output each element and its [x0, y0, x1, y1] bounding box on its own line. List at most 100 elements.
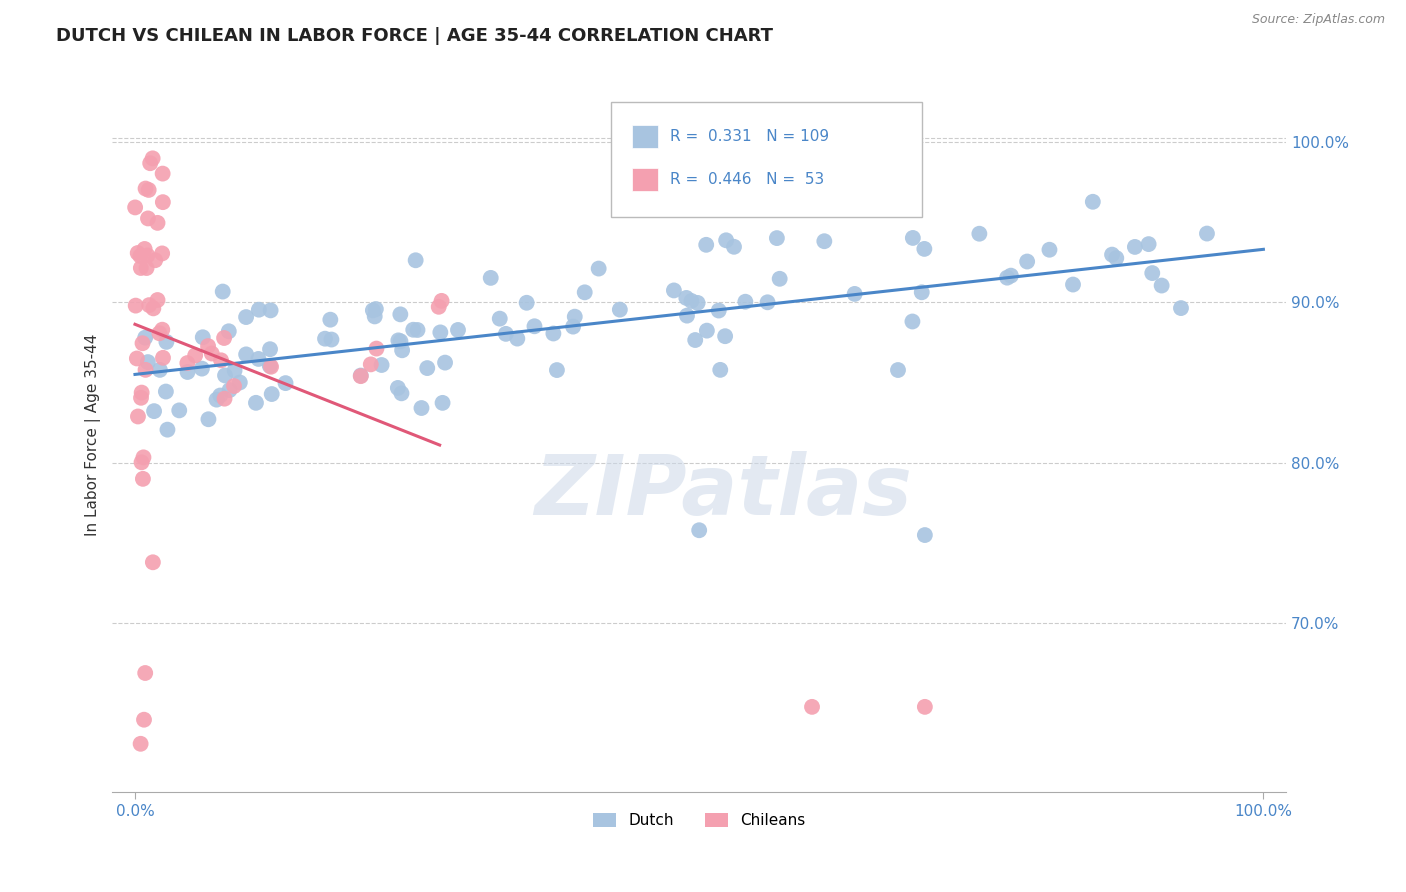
Point	[479, 271, 502, 285]
Point	[686, 296, 709, 310]
Point	[447, 323, 470, 337]
Point	[1150, 278, 1173, 293]
Point	[259, 303, 281, 318]
Point	[1062, 277, 1084, 292]
Point	[813, 234, 835, 248]
Point	[134, 330, 156, 344]
Point	[695, 237, 717, 252]
Point	[405, 253, 427, 268]
Point	[901, 231, 924, 245]
Point	[360, 357, 382, 371]
Point	[887, 363, 910, 377]
Point	[222, 379, 245, 393]
Point	[387, 334, 409, 348]
Point	[135, 260, 157, 275]
Point	[146, 216, 169, 230]
Point	[155, 334, 177, 349]
Point	[364, 301, 387, 316]
Point	[416, 361, 439, 376]
Text: Source: ZipAtlas.com: Source: ZipAtlas.com	[1251, 13, 1385, 27]
Point	[260, 387, 283, 401]
Point	[574, 285, 596, 300]
Point	[197, 339, 219, 353]
Point	[523, 319, 546, 334]
Point	[152, 167, 174, 181]
Text: R =  0.446   N =  53: R = 0.446 N = 53	[669, 172, 824, 187]
Point	[125, 351, 148, 366]
Point	[209, 353, 232, 368]
Point	[429, 326, 451, 340]
Point	[688, 523, 710, 537]
Point	[389, 307, 412, 321]
Point	[1137, 237, 1160, 252]
Point	[350, 368, 373, 383]
Point	[149, 363, 172, 377]
Point	[138, 183, 160, 197]
Point	[155, 384, 177, 399]
Point	[609, 302, 631, 317]
FancyBboxPatch shape	[633, 169, 658, 191]
Point	[134, 242, 156, 256]
Point	[129, 737, 152, 751]
Point	[211, 285, 233, 299]
Point	[969, 227, 991, 241]
Point	[844, 286, 866, 301]
Point	[488, 311, 510, 326]
Point	[676, 309, 699, 323]
FancyBboxPatch shape	[612, 103, 922, 217]
Point	[148, 326, 170, 341]
Point	[184, 348, 207, 362]
Point	[995, 270, 1018, 285]
Point	[681, 293, 703, 308]
Point	[1123, 240, 1146, 254]
Point	[1105, 251, 1128, 265]
Point	[131, 455, 153, 469]
Point	[391, 386, 413, 401]
Point	[432, 396, 454, 410]
Point	[901, 314, 924, 328]
Point	[224, 363, 246, 377]
Point	[391, 343, 413, 358]
Point	[235, 347, 257, 361]
Point	[321, 333, 343, 347]
Point	[247, 351, 270, 366]
Point	[495, 326, 517, 341]
Point	[675, 291, 697, 305]
Point	[209, 388, 232, 402]
Point	[707, 303, 730, 318]
Point	[142, 555, 165, 569]
Point	[588, 261, 610, 276]
Point	[143, 253, 166, 268]
Point	[176, 365, 198, 379]
Point	[1000, 268, 1022, 283]
Point	[132, 713, 155, 727]
Point	[259, 342, 281, 356]
Point	[143, 404, 166, 418]
Point	[214, 368, 236, 383]
Point	[138, 298, 160, 312]
Point	[212, 331, 235, 345]
Point	[370, 358, 392, 372]
Point	[191, 361, 214, 376]
Point	[434, 356, 457, 370]
Point	[662, 284, 685, 298]
Point	[411, 401, 433, 415]
Point	[205, 392, 228, 407]
Point	[1017, 254, 1039, 268]
Point	[247, 302, 270, 317]
Point	[683, 333, 706, 347]
Point	[150, 323, 173, 337]
Y-axis label: In Labor Force | Age 35-44: In Labor Force | Age 35-44	[86, 334, 101, 536]
Point	[131, 385, 153, 400]
Point	[714, 329, 737, 343]
Point	[387, 381, 409, 395]
Point	[201, 346, 224, 360]
Point	[696, 324, 718, 338]
Point	[406, 323, 429, 337]
Point	[1170, 301, 1192, 315]
Point	[350, 369, 373, 384]
Point	[136, 355, 159, 369]
Point	[364, 310, 387, 324]
Point	[314, 332, 336, 346]
Point	[562, 319, 585, 334]
